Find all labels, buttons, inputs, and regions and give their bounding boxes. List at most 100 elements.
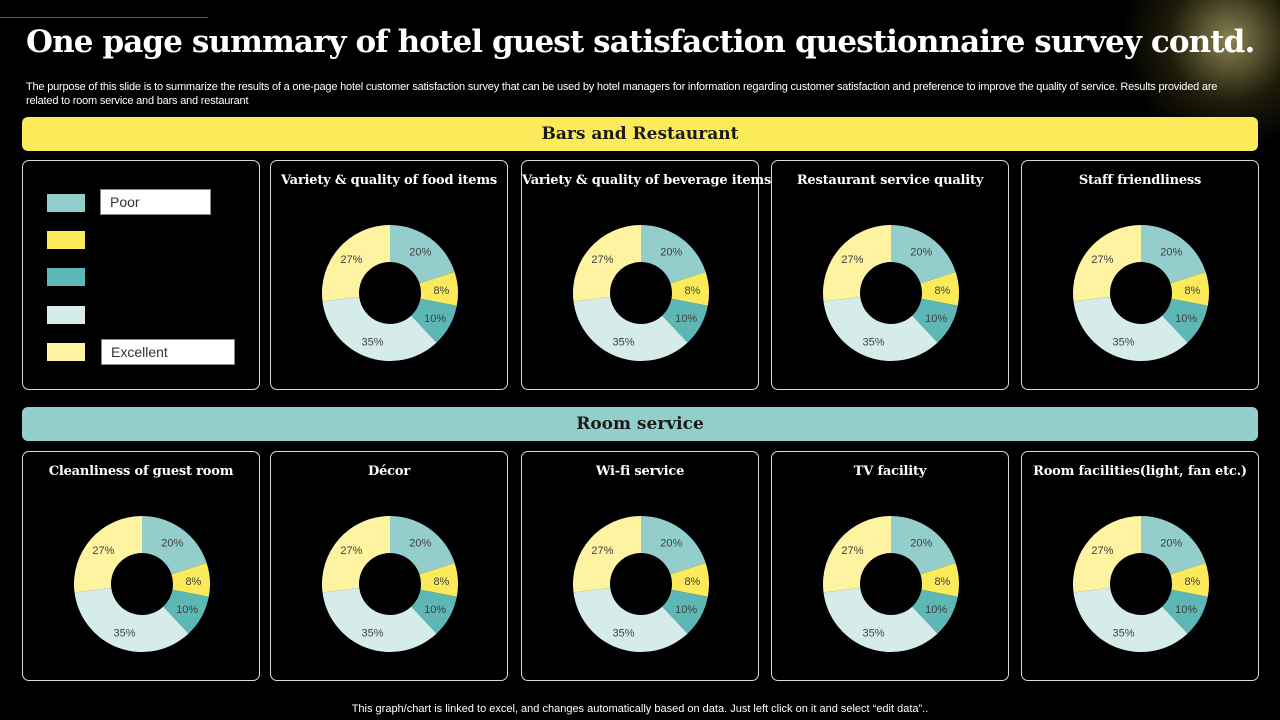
data-label-4: 35% (362, 336, 384, 348)
donut-chart: 20% 8% 10% 35% 27% (322, 225, 458, 361)
donut-slice-2 (1170, 562, 1209, 597)
chart-panel-restaurant-service: Restaurant service quality 20% 8% 10% 35% 27… (771, 160, 1009, 390)
data-label-2: 8% (1184, 576, 1200, 588)
chart-panel-beverage-items: Variety & quality of beverage items 20% 8… (521, 160, 771, 390)
data-label-3: 10% (176, 604, 198, 616)
donut-slice-4 (322, 587, 437, 652)
data-label-5: 27% (841, 545, 863, 557)
donut-slice-4 (573, 296, 688, 361)
donut-chart: 20% 8% 10% 35% 27% (573, 516, 709, 652)
data-label-2: 8% (433, 576, 449, 588)
donut-chart: 20% 8% 10% 35% 27% (322, 516, 458, 652)
data-label-5: 27% (841, 254, 863, 266)
donut-slice-4 (74, 587, 189, 652)
data-label-2: 8% (934, 576, 950, 588)
data-label-2: 8% (684, 576, 700, 588)
legend-swatch-3 (47, 268, 85, 286)
chart-panel-tv-facility: TV facility 20% 8% 10% 35% 27% (771, 451, 1009, 681)
donut-slice-2 (920, 562, 959, 597)
donut-slice-1 (891, 225, 956, 284)
donut-slice-5 (1073, 516, 1141, 593)
chart-panel-cleanliness: Cleanliness of guest room 20% 8% 10% 35% 27% (22, 451, 260, 681)
chart-panel-food-items: Variety & quality of food items 20% 8% 10%… (270, 160, 508, 390)
donut-slice-5 (1073, 225, 1141, 302)
data-label-1: 20% (910, 246, 932, 258)
data-label-3: 10% (675, 604, 697, 616)
data-label-3: 10% (925, 313, 947, 325)
chart-title: Cleanliness of guest room (48, 464, 234, 479)
data-label-4: 35% (613, 336, 635, 348)
data-label-5: 27% (340, 254, 362, 266)
data-label-5: 27% (1091, 254, 1113, 266)
donut-slice-3 (1162, 589, 1208, 634)
donut-chart: 20% 8% 10% 35% 27% (1073, 225, 1209, 361)
donut-chart: 20% 8% 10% 35% 27% (573, 225, 709, 361)
donut-slice-5 (322, 516, 390, 593)
legend-label-excellent: Excellent (101, 339, 235, 365)
donut-slice-1 (641, 225, 706, 284)
donut-slice-4 (1073, 296, 1188, 361)
legend-panel: Poor Excellent (22, 160, 260, 390)
donut-slice-2 (670, 271, 709, 306)
donut-slice-1 (390, 516, 455, 575)
donut-slice-2 (419, 562, 458, 597)
data-label-2: 8% (1184, 285, 1200, 297)
chart-panel-room-facilities: Room facilities(light, fan etc.) 20% 8% 10… (1021, 451, 1259, 681)
donut-slice-4 (823, 587, 938, 652)
donut-slice-3 (662, 298, 708, 343)
page-title: One page summary of hotel guest satisfac… (26, 24, 1255, 60)
data-label-1: 20% (660, 246, 682, 258)
data-label-4: 35% (863, 336, 885, 348)
donut-slice-5 (573, 225, 641, 302)
donut-slice-4 (573, 587, 688, 652)
data-label-2: 8% (433, 285, 449, 297)
section-header-room-service: Room service (22, 407, 1258, 441)
data-label-1: 20% (1160, 537, 1182, 549)
legend-swatch-1 (47, 194, 85, 212)
data-label-5: 27% (591, 254, 613, 266)
data-label-2: 8% (934, 285, 950, 297)
donut-slice-3 (662, 589, 708, 634)
footer-note: This graph/chart is linked to excel, and… (351, 703, 929, 715)
donut-slice-2 (920, 271, 959, 306)
data-label-3: 10% (1175, 313, 1197, 325)
data-label-4: 35% (362, 627, 384, 639)
legend-swatch-2 (47, 231, 85, 249)
donut-chart: 20% 8% 10% 35% 27% (1073, 516, 1209, 652)
data-label-1: 20% (409, 537, 431, 549)
donut-slice-2 (670, 562, 709, 597)
data-label-4: 35% (863, 627, 885, 639)
section-header-bars-restaurant: Bars and Restaurant (22, 117, 1258, 151)
donut-chart: 20% 8% 10% 35% 27% (823, 225, 959, 361)
data-label-2: 8% (185, 576, 201, 588)
donut-slice-5 (823, 516, 891, 593)
data-label-1: 20% (161, 537, 183, 549)
legend-swatch-5 (47, 343, 85, 361)
chart-title: TV facility (853, 464, 927, 479)
donut-slice-1 (891, 516, 956, 575)
donut-slice-3 (1162, 298, 1208, 343)
chart-panel-decor: Décor 20% 8% 10% 35% 27% (270, 451, 508, 681)
page-subtitle: The purpose of this slide is to summariz… (26, 81, 1218, 107)
data-label-3: 10% (925, 604, 947, 616)
donut-slice-5 (573, 516, 641, 593)
data-label-4: 35% (1113, 336, 1135, 348)
data-label-1: 20% (409, 246, 431, 258)
chart-title: Room facilities(light, fan etc.) (1033, 464, 1247, 479)
donut-slice-3 (411, 589, 457, 634)
donut-slice-4 (823, 296, 938, 361)
donut-slice-2 (171, 562, 210, 597)
donut-slice-1 (1141, 516, 1206, 575)
donut-slice-3 (912, 298, 958, 343)
data-label-3: 10% (424, 313, 446, 325)
chart-panel-wifi: Wi-fi service 20% 8% 10% 35% 27% (521, 451, 759, 681)
data-label-4: 35% (613, 627, 635, 639)
donut-slice-5 (74, 516, 142, 593)
donut-chart: 20% 8% 10% 35% 27% (823, 516, 959, 652)
data-label-5: 27% (340, 545, 362, 557)
chart-title: Variety & quality of food items (280, 173, 498, 188)
data-label-3: 10% (1175, 604, 1197, 616)
data-label-2: 8% (684, 285, 700, 297)
donut-slice-3 (411, 298, 457, 343)
donut-slice-3 (912, 589, 958, 634)
